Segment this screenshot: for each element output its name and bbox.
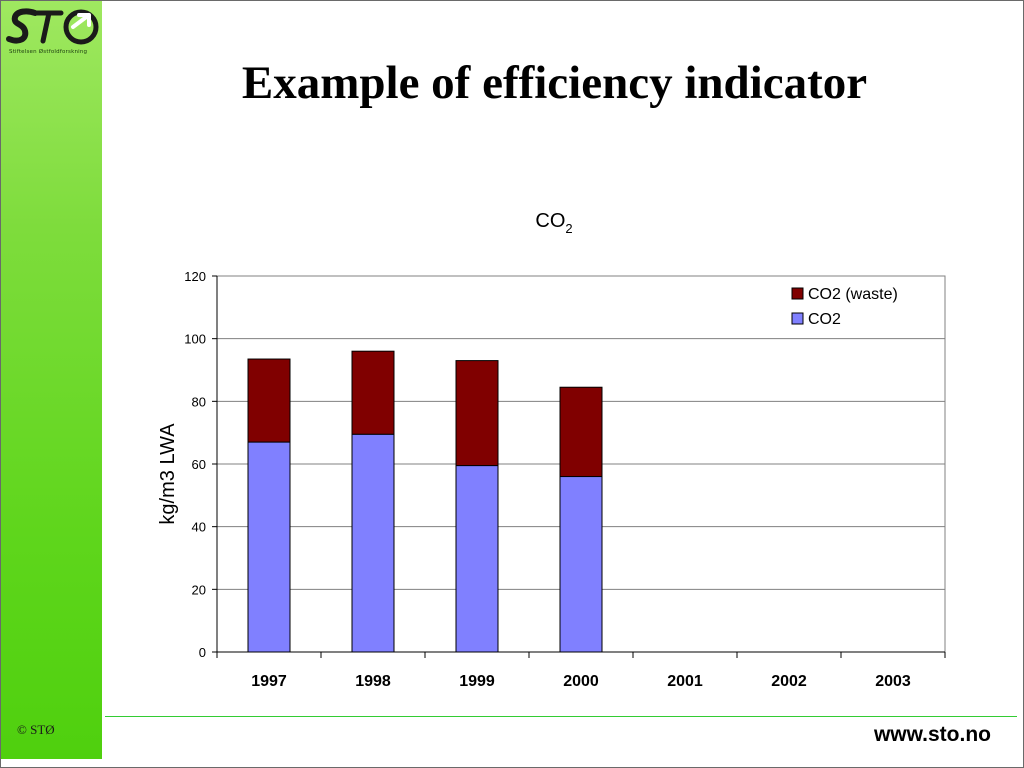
chart-title: CO2 [480,210,628,236]
logo-mark [6,8,99,45]
y-tick-label: 0 [199,645,206,660]
logo-tagline: Stiftelsen Østfoldforskning [9,49,88,55]
x-tick-label: 1999 [459,673,495,690]
bar-co2-1998 [351,433,395,653]
legend-swatch-co2-waste [791,287,804,300]
x-tick-label: 2001 [667,673,703,690]
bar-co2-1997 [247,441,291,653]
footer-divider [105,716,1017,717]
copyright-text: © STØ [17,722,55,737]
legend-label-co2: CO2 [808,311,841,328]
chart-title-subscript: 2 [565,221,573,236]
legend-label-co2-waste: CO2 (waste) [808,286,898,303]
x-tick-label: 2000 [563,673,599,690]
legend-swatch-co2 [791,312,804,325]
y-tick-label: 20 [192,582,206,597]
co2-stacked-bar-chart: 0 20 40 60 80 100 120 1997 1998 1999 2000 2001 2002 2… [157,269,946,690]
y-tick-label: 120 [184,269,206,284]
bar-co2-waste-1998 [351,350,395,435]
website-link[interactable]: www.sto.no [873,723,991,746]
y-tick-label: 100 [184,332,206,347]
bar-co2-waste-1999 [455,360,499,467]
x-tick-label: 2003 [875,673,911,690]
y-tick-label: 60 [192,457,206,472]
y-tick-label: 80 [192,394,206,409]
x-tick-label: 2002 [771,673,807,690]
bar-co2-1999 [455,465,499,653]
bar-co2-2000 [559,476,603,653]
x-tick-label: 1997 [251,673,287,690]
x-tick-label: 1998 [355,673,391,690]
y-tick-label: 40 [192,520,206,535]
y-axis-label: kg/m3 LWA [157,423,179,525]
sidebar: Stiftelsen Østfoldforskning © STØ [1,1,102,759]
chart-title-main: CO [535,210,566,232]
logo: Stiftelsen Østfoldforskning [5,5,101,57]
bar-co2-waste-2000 [559,386,603,478]
slide-title: Example of efficiency indicator [241,57,868,109]
bar-co2-waste-1997 [247,358,291,443]
